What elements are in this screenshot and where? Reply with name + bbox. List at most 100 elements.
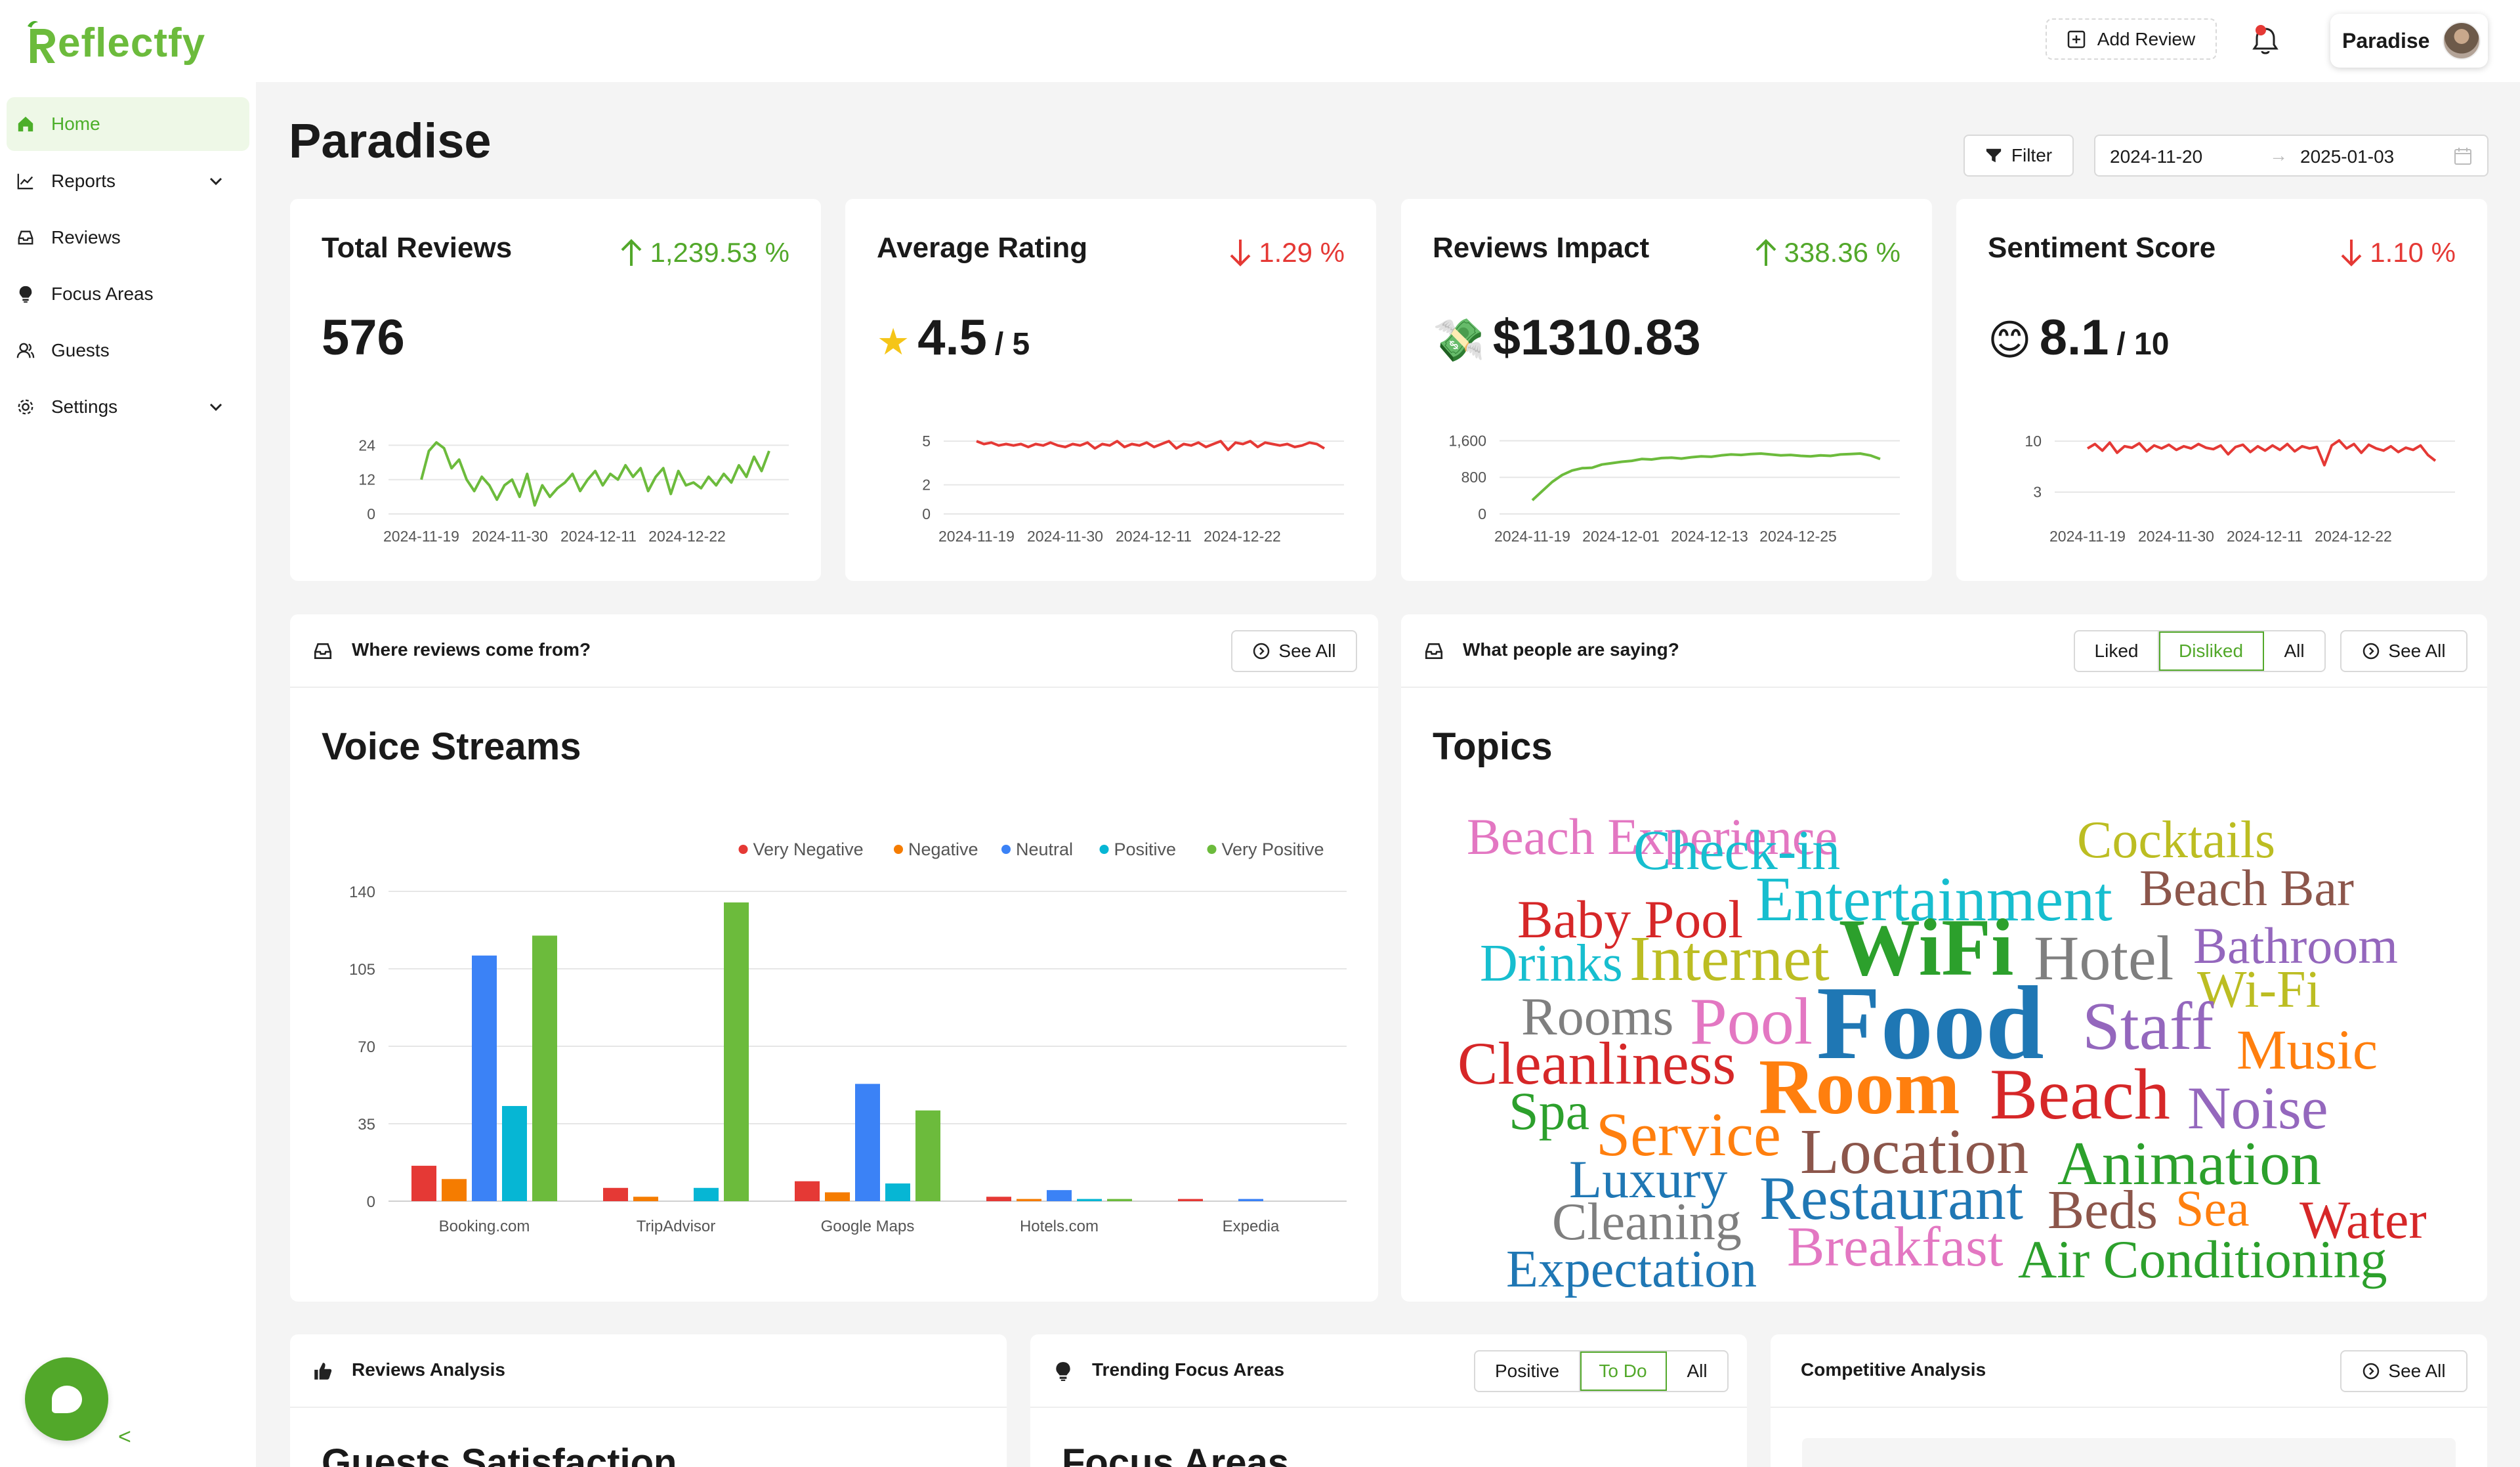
topic-word[interactable]: Restaurant [1759,1164,2023,1233]
topic-word[interactable]: Beach Bar [2139,859,2355,916]
topic-word[interactable]: Drinks [1480,935,1623,992]
sidebar-item-label: Home [51,114,100,134]
tab-positive[interactable]: Positive [1475,1351,1580,1391]
see-all-button[interactable]: See All [2340,630,2468,672]
topic-word[interactable]: Baby Pool [1517,889,1743,949]
topic-word[interactable]: Breakfast [1787,1215,2004,1278]
topic-word[interactable]: Cleanliness [1458,1030,1736,1097]
bar[interactable] [986,1197,1011,1201]
tab-all[interactable]: All [1687,1361,1708,1381]
date-from[interactable]: 2024-11-20 [2110,146,2203,167]
y-tick-label: 5 [922,433,931,450]
sidebar-item-home[interactable]: Home [7,97,249,151]
topic-word[interactable]: Service [1596,1101,1781,1169]
bar[interactable] [724,902,749,1201]
legend-label[interactable]: Positive [1114,840,1177,859]
bar[interactable] [1077,1199,1102,1201]
x-tick-label: 2024-12-01 [1582,528,1660,545]
see-all-button[interactable]: See All [1231,630,1357,672]
topic-word[interactable]: Bathroom [2193,917,2398,974]
legend-label[interactable]: Negative [908,840,978,859]
see-all-button[interactable]: See All [2340,1350,2468,1392]
topic-word[interactable]: Air Conditioning [2018,1229,2387,1289]
tab-all[interactable]: All [2284,641,2305,661]
topic-word[interactable]: Beach Experience [1467,808,1838,865]
bar[interactable] [915,1110,940,1201]
bar[interactable] [825,1192,850,1201]
app-logo[interactable]: eflectfy [26,16,205,69]
chevron-down-icon[interactable] [207,398,224,415]
bar[interactable] [1238,1199,1263,1201]
sidebar-item-reports[interactable]: Reports [7,154,249,208]
bar[interactable] [502,1106,527,1201]
topic-word[interactable]: Noise [2187,1074,2328,1141]
sidebar-item-reviews[interactable]: Reviews [7,211,249,265]
y-tick-label: 0 [922,505,931,522]
account-switcher[interactable]: Paradise [2330,14,2488,68]
chat-button[interactable] [25,1357,108,1441]
account-name: Paradise [2342,28,2430,53]
sidebar-item-settings[interactable]: Settings [7,380,249,434]
chevron-down-icon[interactable] [207,173,224,190]
topic-word[interactable]: Beds [2048,1180,2158,1241]
bar[interactable] [1178,1199,1203,1201]
tab-to-do[interactable]: To Do [1580,1351,1667,1391]
sidebar-item-focus-areas[interactable]: Focus Areas [7,267,249,321]
topic-word[interactable]: Beach [1990,1054,2170,1134]
sidebar-item-label: Guests [51,340,110,360]
arrow-up-icon [621,239,642,266]
bar[interactable] [1107,1199,1132,1201]
bar[interactable] [885,1183,910,1201]
collapse-sidebar-button[interactable]: < [118,1424,131,1449]
bar[interactable] [472,955,497,1201]
topic-word[interactable]: Food [1816,964,2044,1081]
legend-label[interactable]: Very Positive [1222,840,1324,859]
bar[interactable] [1017,1199,1041,1201]
topic-word[interactable]: Luxury [1569,1149,1728,1209]
add-review-button[interactable]: Add Review [2046,18,2217,60]
topic-word[interactable]: Sea [2175,1180,2250,1237]
bar[interactable] [532,935,557,1201]
filter-button[interactable]: Filter [1964,135,2074,177]
kpi-suffix: / 5 [994,327,1030,362]
bar[interactable] [633,1197,658,1201]
bar[interactable] [694,1187,719,1201]
legend-label[interactable]: Neutral [1016,840,1073,859]
tab-liked[interactable]: Liked [2075,631,2159,671]
date-range-picker[interactable]: 2024-11-20 → 2025-01-03 [2094,135,2488,177]
topic-word[interactable]: Animation [2057,1130,2322,1198]
topic-word[interactable]: Pool [1690,985,1813,1059]
bar[interactable] [795,1181,820,1201]
topic-word[interactable]: Rooms [1521,987,1674,1046]
topic-word[interactable]: Location [1800,1116,2029,1187]
topic-word[interactable]: Entertainment [1755,864,2112,934]
sidebar-item-guests[interactable]: Guests [7,324,249,377]
y-tick-label: 140 [349,883,375,901]
topic-word[interactable]: Spa [1509,1081,1589,1141]
topic-word[interactable]: Staff [2082,989,2214,1064]
topic-word[interactable]: Room [1759,1043,1960,1130]
topic-word[interactable]: Expectation [1506,1241,1757,1298]
kpi-value: 💸 $1310.83 [1433,309,1701,366]
bar[interactable] [855,1084,880,1201]
topic-word[interactable]: Music [2236,1018,2378,1081]
tab-disliked[interactable]: Disliked [2159,631,2264,671]
bar[interactable] [603,1187,628,1201]
date-to[interactable]: 2025-01-03 [2300,146,2395,167]
topic-word[interactable]: Wi-Fi [2197,961,2320,1019]
topic-word[interactable]: Hotel [2034,923,2174,993]
topic-word[interactable]: Water [2300,1190,2427,1250]
legend-label[interactable]: Very Negative [753,840,864,859]
bar[interactable] [411,1166,436,1201]
topic-word[interactable]: Cocktails [2077,811,2276,869]
reviews-analysis-card: Reviews Analysis Guests Satisfaction [290,1334,1007,1467]
y-tick-label: 800 [1461,469,1486,486]
topic-word[interactable]: Check-in [1633,819,1841,882]
topic-word[interactable]: WiFi [1839,903,2014,992]
topic-word[interactable]: Cleaning [1552,1193,1742,1251]
bar[interactable] [1047,1190,1072,1201]
topic-word[interactable]: Internet [1629,924,1830,994]
kpi-change-value: 1.29 % [1259,237,1345,268]
y-tick-label: 70 [358,1038,375,1056]
bar[interactable] [442,1179,467,1201]
